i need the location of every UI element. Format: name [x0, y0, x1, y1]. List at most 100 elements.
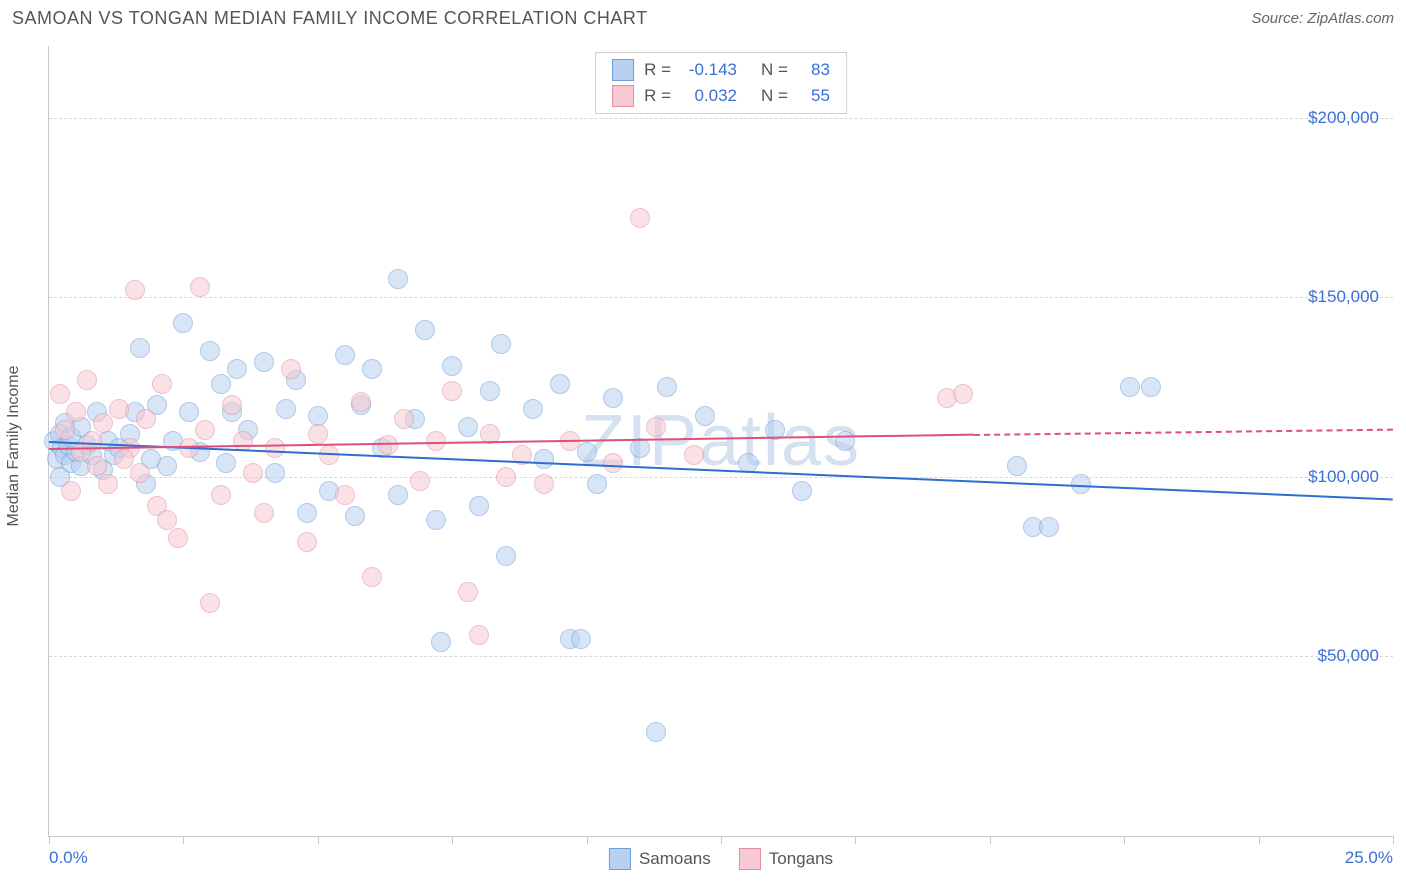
data-point — [469, 625, 489, 645]
data-point — [216, 453, 236, 473]
data-point — [168, 528, 188, 548]
y-tick-label: $100,000 — [1308, 467, 1379, 487]
data-point — [200, 341, 220, 361]
data-point — [571, 629, 591, 649]
x-tick — [855, 836, 856, 844]
series-swatch — [612, 85, 634, 107]
x-tick — [1259, 836, 1260, 844]
data-point — [469, 496, 489, 516]
data-point — [61, 481, 81, 501]
data-point — [200, 593, 220, 613]
data-point — [179, 402, 199, 422]
data-point — [254, 503, 274, 523]
x-tick — [721, 836, 722, 844]
x-tick — [990, 836, 991, 844]
data-point — [630, 208, 650, 228]
gridline — [49, 297, 1393, 298]
x-tick — [587, 836, 588, 844]
data-point — [109, 399, 129, 419]
correlation-stats-box: R = -0.143 N = 83 R = 0.032 N = 55 — [595, 52, 847, 114]
series-swatch — [612, 59, 634, 81]
data-point — [1120, 377, 1140, 397]
data-point — [66, 402, 86, 422]
x-tick — [1124, 836, 1125, 844]
stat-r-label: R = — [644, 60, 671, 80]
legend-item: Samoans — [609, 848, 711, 870]
data-point — [362, 567, 382, 587]
data-point — [684, 445, 704, 465]
stat-r-value: 0.032 — [681, 86, 737, 106]
data-point — [50, 384, 70, 404]
stat-n-label: N = — [761, 86, 788, 106]
data-point — [388, 485, 408, 505]
data-point — [442, 381, 462, 401]
data-point — [77, 370, 97, 390]
data-point — [130, 463, 150, 483]
data-point — [550, 374, 570, 394]
chart-title: SAMOAN VS TONGAN MEDIAN FAMILY INCOME CO… — [12, 8, 648, 29]
data-point — [835, 431, 855, 451]
data-point — [130, 338, 150, 358]
data-point — [190, 277, 210, 297]
data-point — [227, 359, 247, 379]
data-point — [587, 474, 607, 494]
data-point — [345, 506, 365, 526]
data-point — [646, 722, 666, 742]
x-tick — [49, 836, 50, 844]
legend-swatch — [609, 848, 631, 870]
y-tick-label: $150,000 — [1308, 287, 1379, 307]
data-point — [630, 438, 650, 458]
data-point — [335, 485, 355, 505]
legend-label: Samoans — [639, 849, 711, 869]
data-point — [335, 345, 355, 365]
data-point — [523, 399, 543, 419]
stat-n-value: 83 — [798, 60, 830, 80]
stats-row: R = 0.032 N = 55 — [596, 83, 846, 109]
legend-item: Tongans — [739, 848, 833, 870]
stat-r-value: -0.143 — [681, 60, 737, 80]
data-point — [646, 417, 666, 437]
data-point — [410, 471, 430, 491]
data-point — [276, 399, 296, 419]
data-point — [157, 510, 177, 530]
y-axis-label: Median Family Income — [5, 366, 23, 527]
gridline — [49, 118, 1393, 119]
data-point — [442, 356, 462, 376]
data-point — [211, 374, 231, 394]
data-point — [953, 384, 973, 404]
data-point — [152, 374, 172, 394]
data-point — [195, 420, 215, 440]
data-point — [297, 503, 317, 523]
data-point — [534, 449, 554, 469]
data-point — [308, 424, 328, 444]
data-point — [125, 280, 145, 300]
data-point — [1007, 456, 1027, 476]
data-point — [362, 359, 382, 379]
data-point — [534, 474, 554, 494]
data-point — [93, 413, 113, 433]
data-point — [496, 467, 516, 487]
data-point — [1141, 377, 1161, 397]
gridline — [49, 656, 1393, 657]
data-point — [87, 456, 107, 476]
data-point — [98, 474, 118, 494]
stat-n-value: 55 — [798, 86, 830, 106]
stat-n-label: N = — [761, 60, 788, 80]
data-point — [792, 481, 812, 501]
data-point — [657, 377, 677, 397]
data-point — [695, 406, 715, 426]
legend-label: Tongans — [769, 849, 833, 869]
data-point — [297, 532, 317, 552]
data-point — [319, 445, 339, 465]
y-tick-label: $50,000 — [1318, 646, 1379, 666]
data-point — [415, 320, 435, 340]
x-tick — [318, 836, 319, 844]
data-point — [136, 409, 156, 429]
data-point — [254, 352, 274, 372]
data-point — [55, 420, 75, 440]
stat-r-label: R = — [644, 86, 671, 106]
data-point — [173, 313, 193, 333]
regression-line — [974, 428, 1393, 435]
data-point — [211, 485, 231, 505]
data-point — [265, 463, 285, 483]
